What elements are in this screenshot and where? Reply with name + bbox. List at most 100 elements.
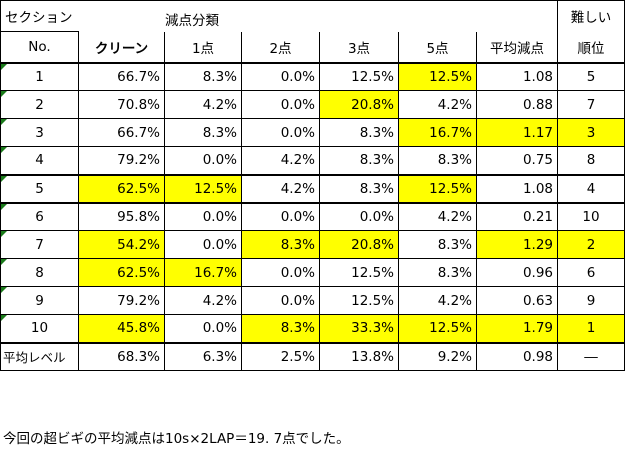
cell-p5: 4.2% xyxy=(398,202,477,231)
cell-p5: 12.5% xyxy=(398,174,477,204)
average-label: 平均レベル xyxy=(0,342,79,371)
comment-marker-icon xyxy=(1,203,7,210)
col-header-2pt: 2点 xyxy=(241,31,320,64)
avg-cell-p2: 2.5% xyxy=(241,342,320,371)
cell-p2: 0.0% xyxy=(241,202,320,231)
table-row: 7 54.2% 0.0% 8.3% 20.8% 8.3% 1.29 2 xyxy=(0,230,625,259)
section-no: 9 xyxy=(0,286,79,315)
cell-p2: 0.0% xyxy=(241,62,320,91)
cell-p2: 8.3% xyxy=(241,314,320,344)
cell-p2: 0.0% xyxy=(241,258,320,287)
col-header-3pt: 3点 xyxy=(319,31,399,64)
comment-marker-icon xyxy=(1,63,7,70)
cell-p2: 4.2% xyxy=(241,146,320,176)
cell-p5: 8.3% xyxy=(398,230,477,259)
section-no: 10 xyxy=(0,314,79,344)
cell-p5: 4.2% xyxy=(398,286,477,315)
section-no: 5 xyxy=(0,174,79,204)
comment-marker-icon xyxy=(1,259,7,265)
group-header: 減点分類 xyxy=(165,13,219,29)
cell-p5: 12.5% xyxy=(398,314,477,344)
cell-p5: 4.2% xyxy=(398,90,477,119)
cell-p5: 12.5% xyxy=(398,62,477,91)
section-no: 2 xyxy=(0,90,79,119)
cell-p5: 16.7% xyxy=(398,118,477,147)
cell-p1: 12.5% xyxy=(164,174,242,204)
avg-cell-clean: 68.3% xyxy=(78,342,165,371)
avg-cell-p3: 13.8% xyxy=(319,342,399,371)
cell-p3: 8.3% xyxy=(319,118,399,147)
col-header-avg: 平均減点 xyxy=(476,31,558,64)
avg-cell-rank: ― xyxy=(557,342,625,371)
table-row: 8 62.5% 16.7% 0.0% 12.5% 8.3% 0.96 6 xyxy=(0,258,625,287)
cell-clean: 62.5% xyxy=(78,258,165,287)
table-row: 4 79.2% 0.0% 4.2% 8.3% 8.3% 0.75 8 xyxy=(0,146,625,176)
cell-p3: 0.0% xyxy=(319,202,399,231)
cell-p1: 0.0% xyxy=(164,314,242,344)
section-no: 8 xyxy=(0,258,79,287)
comment-marker-icon xyxy=(1,175,7,182)
avg-cell-p1: 6.3% xyxy=(164,342,242,371)
section-header: セクション xyxy=(0,0,79,32)
cell-rank: 3 xyxy=(557,118,625,147)
cell-p1: 8.3% xyxy=(164,118,242,147)
cell-p1: 16.7% xyxy=(164,258,242,287)
cell-p2: 8.3% xyxy=(241,230,320,259)
table-row: 2 70.8% 4.2% 0.0% 20.8% 4.2% 0.88 7 xyxy=(0,90,625,119)
cell-p3: 12.5% xyxy=(319,62,399,91)
avg-cell-avg: 0.98 xyxy=(476,342,558,371)
cell-clean: 70.8% xyxy=(78,90,165,119)
cell-p3: 8.3% xyxy=(319,146,399,176)
cell-rank: 4 xyxy=(557,174,625,204)
cell-p1: 0.0% xyxy=(164,202,242,231)
cell-p2: 0.0% xyxy=(241,90,320,119)
cell-avg: 1.79 xyxy=(476,314,558,344)
header-row-1: セクション 難しい xyxy=(0,0,625,32)
comment-marker-icon xyxy=(1,315,7,321)
cell-clean: 62.5% xyxy=(78,174,165,204)
comment-marker-icon xyxy=(1,91,7,97)
comment-marker-icon xyxy=(1,231,7,237)
cell-p5: 8.3% xyxy=(398,146,477,176)
cell-avg: 0.88 xyxy=(476,90,558,119)
section-no: 3 xyxy=(0,118,79,147)
cell-avg: 1.17 xyxy=(476,118,558,147)
table-row: 9 79.2% 4.2% 0.0% 12.5% 4.2% 0.63 9 xyxy=(0,286,625,315)
cell-p3: 20.8% xyxy=(319,230,399,259)
cell-avg: 0.21 xyxy=(476,202,558,231)
cell-rank: 2 xyxy=(557,230,625,259)
cell-rank: 8 xyxy=(557,146,625,176)
comment-marker-icon xyxy=(1,287,7,293)
cell-avg: 0.96 xyxy=(476,258,558,287)
cell-clean: 45.8% xyxy=(78,314,165,344)
section-no: 4 xyxy=(0,146,79,176)
section-no: 7 xyxy=(0,230,79,259)
table-row: 6 95.8% 0.0% 0.0% 0.0% 4.2% 0.21 10 xyxy=(0,202,625,231)
col-header-1pt: 1点 xyxy=(164,31,242,64)
no-header: No. xyxy=(0,31,79,64)
section-no: 6 xyxy=(0,202,79,231)
comment-marker-icon xyxy=(1,119,7,125)
cell-clean: 79.2% xyxy=(78,286,165,315)
cell-clean: 79.2% xyxy=(78,146,165,176)
cell-p1: 0.0% xyxy=(164,146,242,176)
cell-p3: 12.5% xyxy=(319,286,399,315)
cell-p2: 0.0% xyxy=(241,118,320,147)
section-no: 1 xyxy=(0,62,79,91)
col-header-clean: クリーン xyxy=(78,31,165,64)
cell-p2: 0.0% xyxy=(241,286,320,315)
cell-avg: 1.08 xyxy=(476,174,558,204)
table-row: 5 62.5% 12.5% 4.2% 8.3% 12.5% 1.08 4 xyxy=(0,174,625,204)
table-row: 10 45.8% 0.0% 8.3% 33.3% 12.5% 1.79 1 xyxy=(0,314,625,344)
cell-avg: 1.29 xyxy=(476,230,558,259)
score-table: セクション 難しい No. クリーン 1点 2点 3点 5点 平均減点 順位 1… xyxy=(0,0,625,371)
cell-p2: 4.2% xyxy=(241,174,320,204)
cell-p1: 4.2% xyxy=(164,286,242,315)
cell-rank: 5 xyxy=(557,62,625,91)
cell-rank: 1 xyxy=(557,314,625,344)
cell-p1: 8.3% xyxy=(164,62,242,91)
cell-rank: 7 xyxy=(557,90,625,119)
cell-avg: 0.63 xyxy=(476,286,558,315)
col-header-5pt: 5点 xyxy=(398,31,477,64)
cell-rank: 10 xyxy=(557,202,625,231)
